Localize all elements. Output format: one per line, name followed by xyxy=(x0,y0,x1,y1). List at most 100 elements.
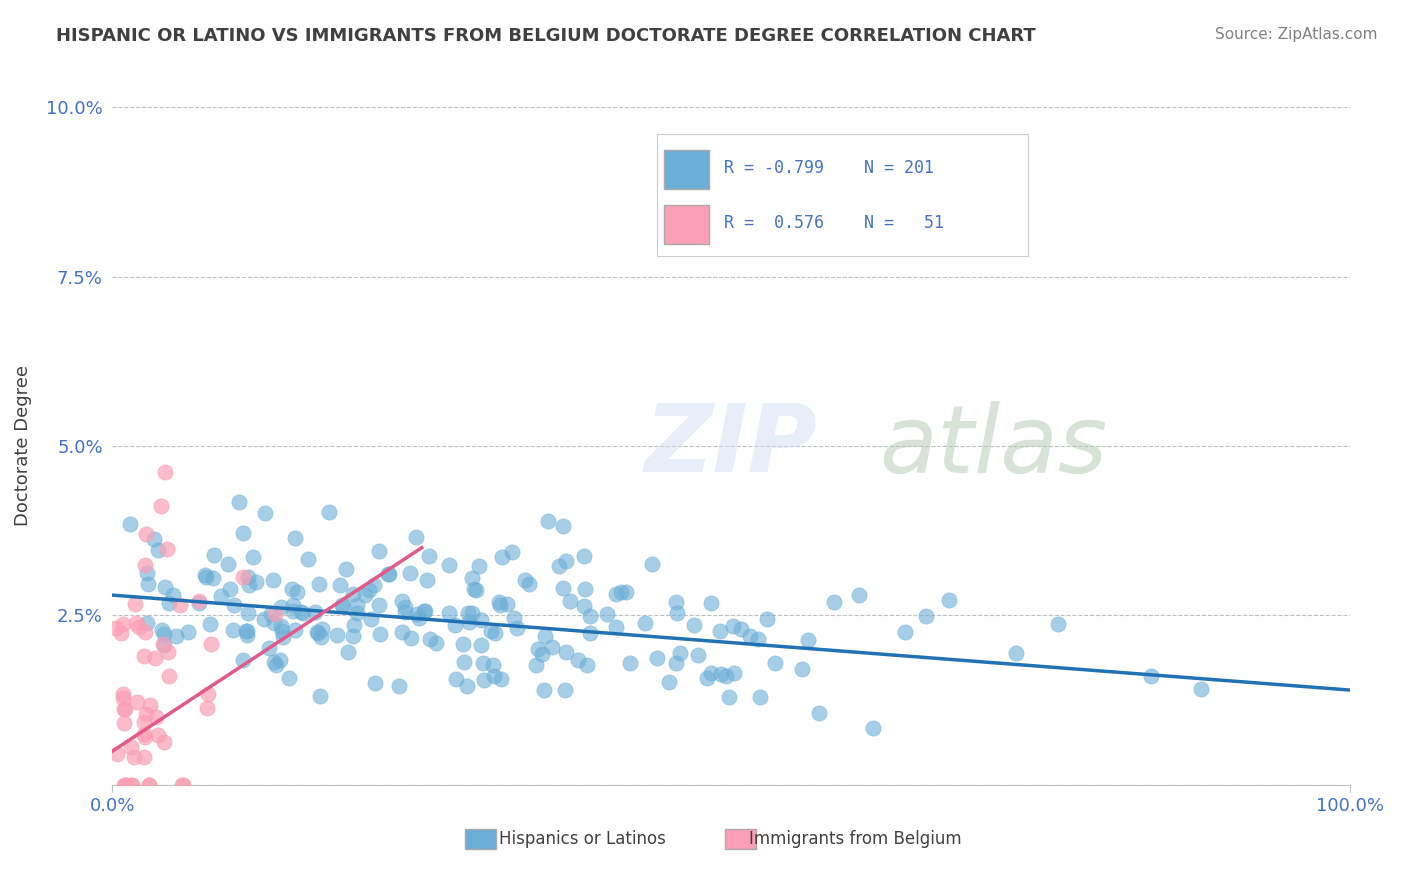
Point xyxy=(143,651,166,665)
Point xyxy=(110,625,132,640)
Point xyxy=(391,594,413,608)
Point xyxy=(579,626,602,640)
Point xyxy=(188,594,211,608)
Point xyxy=(270,599,292,614)
Point xyxy=(135,527,157,541)
Point xyxy=(153,466,176,480)
Point xyxy=(574,582,596,596)
Point xyxy=(1046,617,1069,632)
Point xyxy=(555,645,578,659)
Point xyxy=(399,566,422,581)
Point xyxy=(755,612,778,626)
Point xyxy=(152,735,174,749)
Point xyxy=(262,573,284,587)
Point xyxy=(915,608,938,623)
Point xyxy=(413,604,436,618)
Point xyxy=(285,584,308,599)
Point xyxy=(457,615,479,629)
Point xyxy=(264,657,287,672)
Point xyxy=(551,518,574,533)
Point xyxy=(236,570,259,584)
Point xyxy=(797,632,820,647)
Point xyxy=(134,558,156,573)
Point xyxy=(307,625,329,640)
Point xyxy=(311,622,333,636)
Point xyxy=(150,500,173,514)
Point xyxy=(463,582,485,596)
Point xyxy=(143,533,166,547)
Point xyxy=(238,578,260,592)
Point xyxy=(488,595,510,609)
Point xyxy=(169,598,191,612)
Point xyxy=(530,647,553,661)
Point xyxy=(513,573,536,587)
Point xyxy=(378,566,401,581)
Point xyxy=(749,690,772,704)
Point xyxy=(197,687,219,701)
Point xyxy=(468,558,491,573)
Point xyxy=(464,582,486,597)
Point xyxy=(425,636,447,650)
Point xyxy=(709,624,731,638)
Point xyxy=(527,642,550,657)
Point xyxy=(236,624,259,638)
Point xyxy=(120,740,142,755)
Point xyxy=(596,607,619,622)
Text: Immigrants from Belgium: Immigrants from Belgium xyxy=(748,830,962,848)
Point xyxy=(170,778,193,792)
Point xyxy=(364,676,387,690)
Point xyxy=(200,636,222,650)
Point xyxy=(699,596,721,610)
Point xyxy=(335,562,357,576)
Point xyxy=(281,582,304,596)
Point xyxy=(260,607,283,621)
Point xyxy=(157,645,180,659)
Point xyxy=(460,606,482,620)
Point xyxy=(290,605,312,619)
Point xyxy=(605,620,627,634)
Text: Hispanics or Latinos: Hispanics or Latinos xyxy=(499,830,666,848)
Point xyxy=(472,673,495,687)
Point xyxy=(125,695,148,709)
Point xyxy=(575,657,598,672)
Point xyxy=(278,671,301,685)
Point xyxy=(457,607,479,621)
Point xyxy=(388,679,411,693)
Point xyxy=(353,588,375,602)
Point xyxy=(479,624,502,639)
Point xyxy=(461,571,484,585)
Point xyxy=(665,595,688,609)
Y-axis label: Doctorate Degree: Doctorate Degree xyxy=(14,366,32,526)
Point xyxy=(451,637,474,651)
Point xyxy=(524,658,547,673)
Point xyxy=(343,618,366,632)
Point xyxy=(228,495,250,509)
Point xyxy=(665,606,688,620)
Point xyxy=(363,578,385,592)
Point xyxy=(112,778,135,792)
Point xyxy=(242,549,264,564)
Point xyxy=(136,615,159,630)
Point xyxy=(399,631,422,645)
Point xyxy=(730,622,752,636)
Point xyxy=(202,549,225,563)
Point xyxy=(471,657,494,671)
Point xyxy=(790,662,813,676)
Point xyxy=(346,606,368,620)
Point xyxy=(193,567,215,582)
Point xyxy=(496,598,519,612)
Point xyxy=(270,624,292,639)
Point xyxy=(135,566,157,580)
Point xyxy=(172,778,194,792)
Text: Source: ZipAtlas.com: Source: ZipAtlas.com xyxy=(1215,27,1378,42)
Point xyxy=(665,657,688,671)
Point xyxy=(1139,669,1161,683)
Point xyxy=(517,576,540,591)
Point xyxy=(222,598,245,612)
Point xyxy=(443,618,465,632)
Point xyxy=(157,595,180,609)
Point xyxy=(200,616,222,631)
Point xyxy=(405,530,427,544)
Point xyxy=(848,588,870,602)
Point xyxy=(394,600,416,615)
